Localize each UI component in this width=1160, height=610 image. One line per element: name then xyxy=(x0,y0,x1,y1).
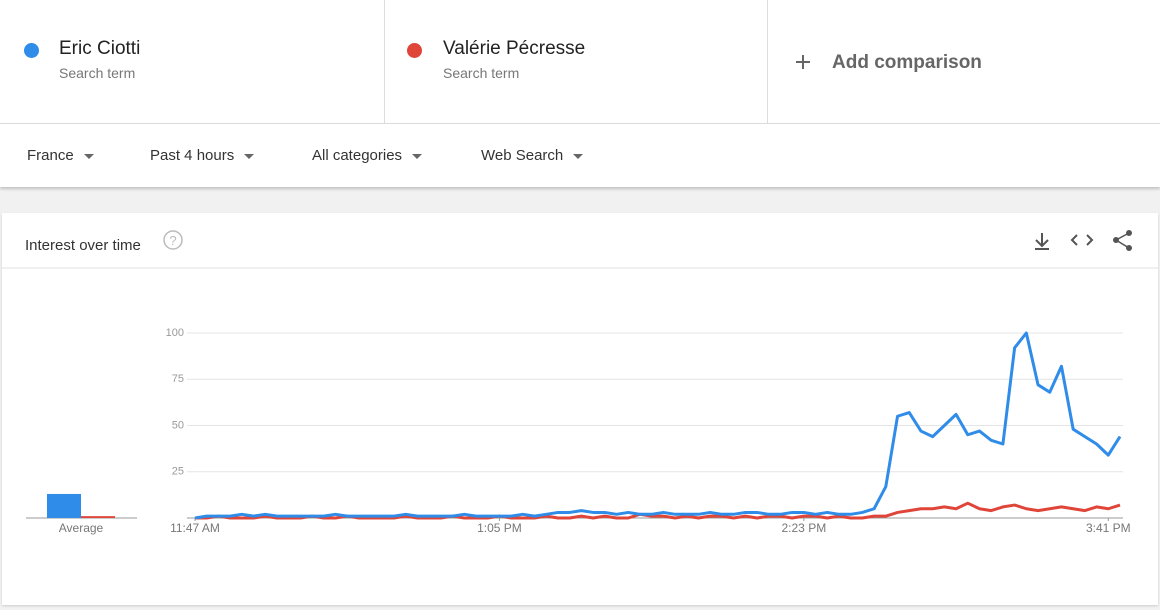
term-dot xyxy=(407,43,422,58)
term-subtitle: Search term xyxy=(443,65,520,81)
embed-icon[interactable] xyxy=(1070,234,1094,246)
term-name: Valérie Pécresse xyxy=(443,38,586,59)
filter[interactable]: Web Search xyxy=(481,147,583,164)
help-icon[interactable]: ? xyxy=(163,230,183,250)
term-subtitle: Search term xyxy=(59,65,136,81)
x-tick-label: 11:47 AM xyxy=(170,521,220,535)
add-comparison[interactable]: Add comparison xyxy=(832,52,982,73)
filter[interactable]: Past 4 hours xyxy=(150,147,254,164)
average-label: Average xyxy=(59,521,104,535)
y-tick-label: 50 xyxy=(172,419,184,431)
term-dot xyxy=(24,43,39,58)
chart-card: Interest over time ? 25 50 75 100 11:47 AM 1:… xyxy=(2,213,1158,605)
term-card[interactable]: Valérie Pécresse Search term xyxy=(385,0,768,123)
chart: Interest over time ? 25 50 75 100 11:47 AM 1:… xyxy=(2,230,1158,535)
download-icon[interactable] xyxy=(1035,233,1049,250)
svg-text:?: ? xyxy=(169,233,176,248)
series-line xyxy=(194,331,1122,520)
y-tick-label: 100 xyxy=(166,327,184,339)
filter-bar: France Past 4 hours All categories Web S… xyxy=(0,124,1160,187)
y-tick-label: 75 xyxy=(172,373,184,385)
term-card[interactable]: Eric Ciotti Search term xyxy=(0,0,385,123)
term-name: Eric Ciotti xyxy=(59,38,141,59)
filter[interactable]: All categories xyxy=(312,147,422,164)
filter[interactable]: France xyxy=(27,147,94,164)
comparison-bar: Eric Ciotti Search term Valérie Pécresse… xyxy=(0,0,1160,124)
y-tick-label: 25 xyxy=(172,466,184,478)
plus-icon xyxy=(796,55,810,69)
chart-title: Interest over time xyxy=(25,237,141,254)
share-icon[interactable] xyxy=(1113,230,1132,251)
x-tick-label: 3:41 PM xyxy=(1086,521,1131,535)
average-bar xyxy=(81,516,115,518)
x-tick-label: 2:23 PM xyxy=(782,521,827,535)
average-bar xyxy=(47,493,81,518)
x-tick-label: 1:05 PM xyxy=(477,521,522,535)
